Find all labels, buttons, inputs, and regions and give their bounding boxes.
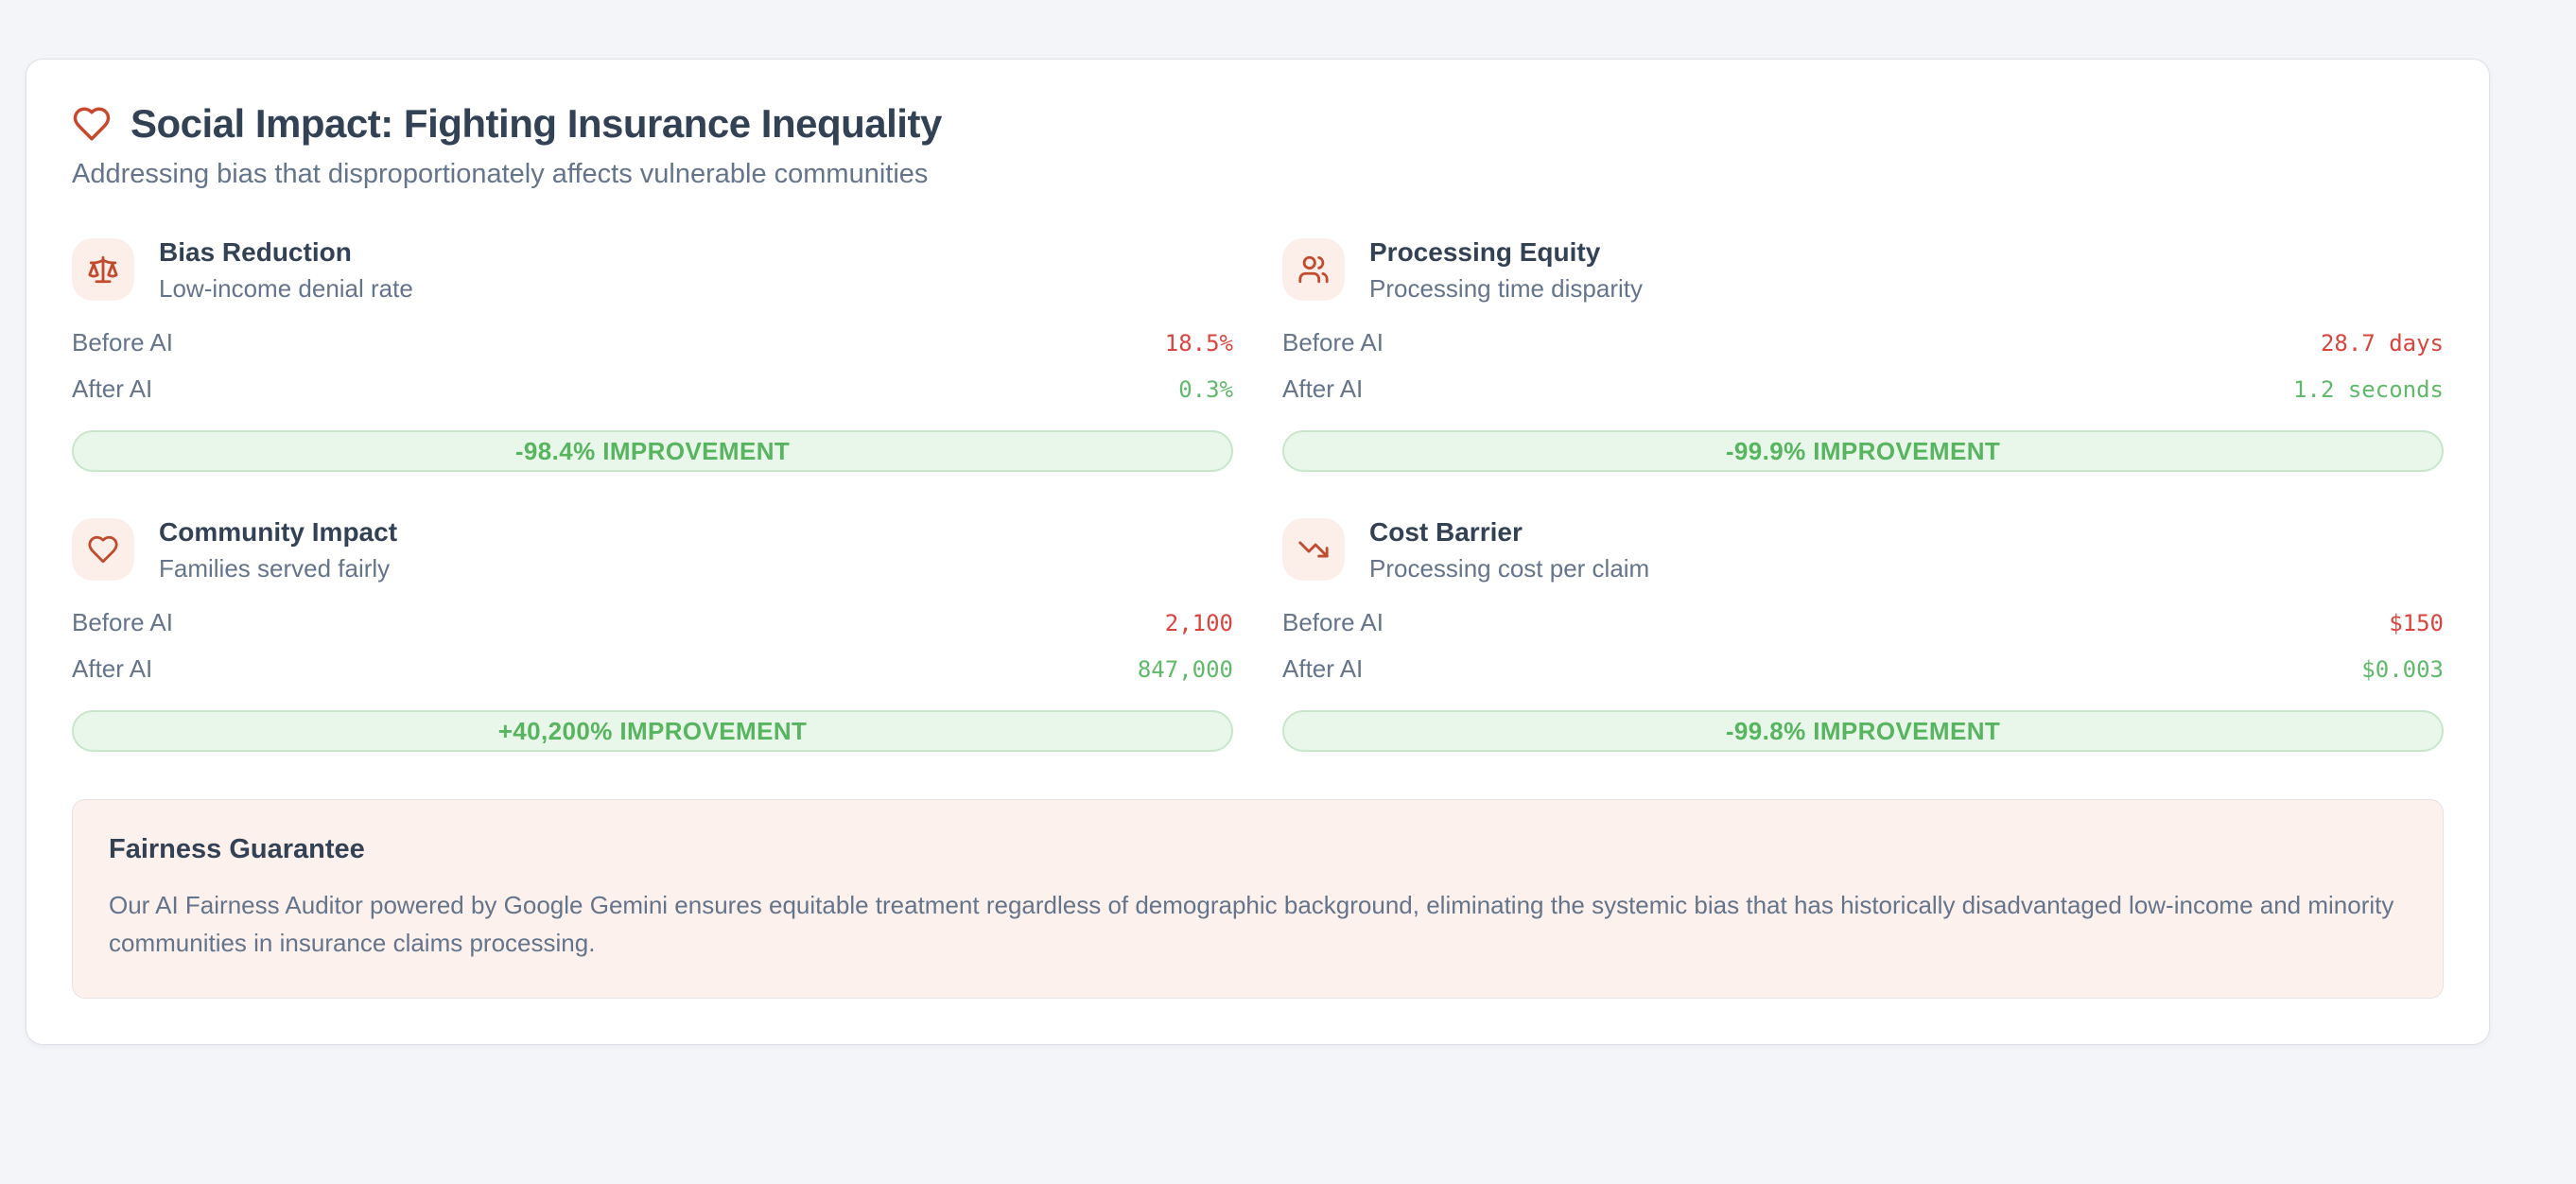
fairness-title: Fairness Guarantee xyxy=(109,834,365,865)
heart-icon xyxy=(72,518,134,582)
metric-header: Cost Barrier Processing cost per claim xyxy=(1282,515,2444,583)
after-value: 847,000 xyxy=(1137,656,1233,684)
page-subtitle: Addressing bias that disproportionately … xyxy=(72,158,929,189)
before-row: Before AI 2,100 xyxy=(72,606,1233,639)
card-header: Social Impact: Fighting Insurance Inequa… xyxy=(72,99,2444,149)
scale-icon xyxy=(72,238,134,302)
metric-community-impact: Community Impact Families served fairly … xyxy=(72,515,1233,753)
social-impact-card: Social Impact: Fighting Insurance Inequa… xyxy=(26,59,2490,1046)
before-row: Before AI 28.7 days xyxy=(1282,326,2444,359)
metric-title: Cost Barrier xyxy=(1369,517,1523,548)
before-label: Before AI xyxy=(72,608,173,637)
metric-subtitle: Families served fairly xyxy=(159,554,391,583)
before-value: 28.7 days xyxy=(2320,330,2444,357)
metric-title: Processing Equity xyxy=(1369,237,1601,268)
metric-header-text: Community Impact Families served fairly xyxy=(159,515,397,583)
improvement-badge: -99.9% IMPROVEMENT xyxy=(1282,430,2444,473)
after-label: After AI xyxy=(72,654,153,684)
fairness-body: Our AI Fairness Auditor powered by Googl… xyxy=(109,891,2394,958)
improvement-badge: +40,200% IMPROVEMENT xyxy=(72,710,1233,753)
metric-subtitle: Processing time disparity xyxy=(1369,274,1643,304)
metric-header: Processing Equity Processing time dispar… xyxy=(1282,235,2444,304)
after-row: After AI 847,000 xyxy=(72,653,1233,686)
metric-title: Community Impact xyxy=(159,517,398,548)
improvement-badge: -98.4% IMPROVEMENT xyxy=(72,430,1233,473)
before-value: 2,100 xyxy=(1164,610,1233,637)
before-label: Before AI xyxy=(1282,608,1384,637)
users-icon xyxy=(1282,238,1345,302)
metric-header-text: Cost Barrier Processing cost per claim xyxy=(1369,515,1649,583)
metric-bias-reduction: Bias Reduction Low-income denial rate Be… xyxy=(72,235,1233,473)
metric-cost-barrier: Cost Barrier Processing cost per claim B… xyxy=(1282,515,2444,753)
after-row: After AI 1.2 seconds xyxy=(1282,373,2444,406)
before-row: Before AI 18.5% xyxy=(72,326,1233,359)
page-title: Social Impact: Fighting Insurance Inequa… xyxy=(131,101,942,146)
after-value: $0.003 xyxy=(2361,656,2444,684)
metric-subtitle: Processing cost per claim xyxy=(1369,554,1650,583)
trending-down-icon xyxy=(1282,518,1345,582)
metric-header-text: Processing Equity Processing time dispar… xyxy=(1369,235,1643,304)
metric-header: Community Impact Families served fairly xyxy=(72,515,1233,583)
after-value: 0.3% xyxy=(1178,376,1233,404)
after-label: After AI xyxy=(72,374,153,404)
fairness-guarantee-panel: Fairness Guarantee Our AI Fairness Audit… xyxy=(72,799,2444,1000)
before-label: Before AI xyxy=(1282,328,1384,357)
metric-header-text: Bias Reduction Low-income denial rate xyxy=(159,235,413,304)
before-label: Before AI xyxy=(72,328,173,357)
before-value: 18.5% xyxy=(1164,330,1233,357)
before-value: $150 xyxy=(2389,610,2444,637)
after-value: 1.2 seconds xyxy=(2293,376,2444,404)
before-row: Before AI $150 xyxy=(1282,606,2444,639)
metric-title: Bias Reduction xyxy=(159,237,352,268)
heart-icon xyxy=(72,104,112,144)
metric-processing-equity: Processing Equity Processing time dispar… xyxy=(1282,235,2444,473)
after-label: After AI xyxy=(1282,654,1364,684)
after-row: After AI 0.3% xyxy=(72,373,1233,406)
improvement-badge: -99.8% IMPROVEMENT xyxy=(1282,710,2444,753)
after-row: After AI $0.003 xyxy=(1282,653,2444,686)
metrics-grid: Bias Reduction Low-income denial rate Be… xyxy=(72,235,2444,753)
after-label: After AI xyxy=(1282,374,1364,404)
metric-header: Bias Reduction Low-income denial rate xyxy=(72,235,1233,304)
metric-subtitle: Low-income denial rate xyxy=(159,274,413,304)
